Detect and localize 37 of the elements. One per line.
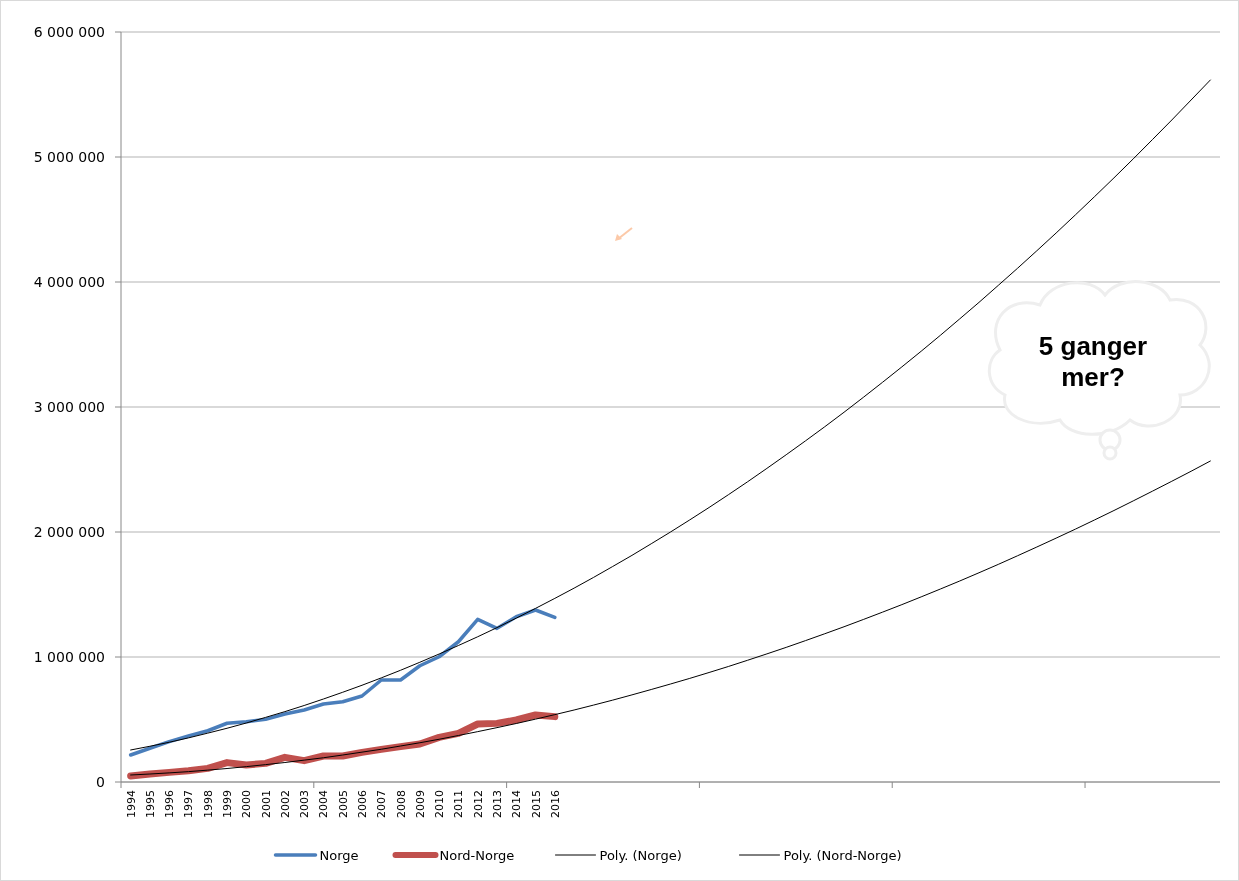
x-tick-label: 2011: [452, 790, 466, 818]
x-tick-label: 2010: [433, 790, 447, 818]
x-tick-label: 2002: [278, 790, 292, 818]
x-tick-label: 1995: [143, 790, 157, 818]
x-tick-label: 2008: [394, 790, 408, 818]
x-tick-label: 2003: [298, 790, 312, 818]
y-tick-label: 5 000 000: [33, 148, 105, 165]
x-tick-label: 1998: [201, 790, 215, 818]
y-tick-label: 4 000 000: [33, 273, 105, 290]
x-tick-label: 2006: [356, 790, 370, 818]
x-tick-label: 2004: [317, 790, 331, 818]
x-tick-label: 1997: [182, 790, 196, 818]
y-tick-label: 2 000 000: [33, 523, 105, 540]
x-tick-label: 2001: [259, 790, 273, 818]
legend-label: Norge: [319, 847, 359, 863]
x-tick-label: 2005: [336, 790, 350, 818]
legend-label: Poly. (Norge): [599, 847, 682, 863]
legend-label: Poly. (Nord-Norge): [783, 847, 902, 863]
y-tick-label: 0: [96, 773, 105, 790]
x-tick-label: 2012: [471, 790, 485, 818]
x-tick-label: 1994: [124, 790, 138, 818]
x-tick-label: 2014: [510, 790, 524, 818]
line-series: [130, 460, 1211, 776]
x-tick-label: 2007: [375, 790, 389, 818]
line-series: [130, 79, 1211, 751]
annotation: 5 ganger mer?: [1038, 331, 1148, 393]
y-tick-label: 3 000 000: [33, 398, 105, 415]
y-tick-label: 1 000 000: [33, 648, 105, 665]
legend-label: Nord-Norge: [439, 847, 515, 863]
x-tick-label: 2000: [240, 790, 254, 818]
x-tick-label: 2016: [548, 790, 562, 818]
x-tick-label: 2009: [413, 790, 427, 818]
x-tick-label: 2013: [490, 790, 504, 818]
x-tick-label: 1996: [163, 790, 177, 818]
y-tick-label: 6 000 000: [33, 23, 105, 40]
x-tick-label: 2015: [529, 790, 543, 818]
x-tick-label: 1999: [221, 790, 235, 818]
